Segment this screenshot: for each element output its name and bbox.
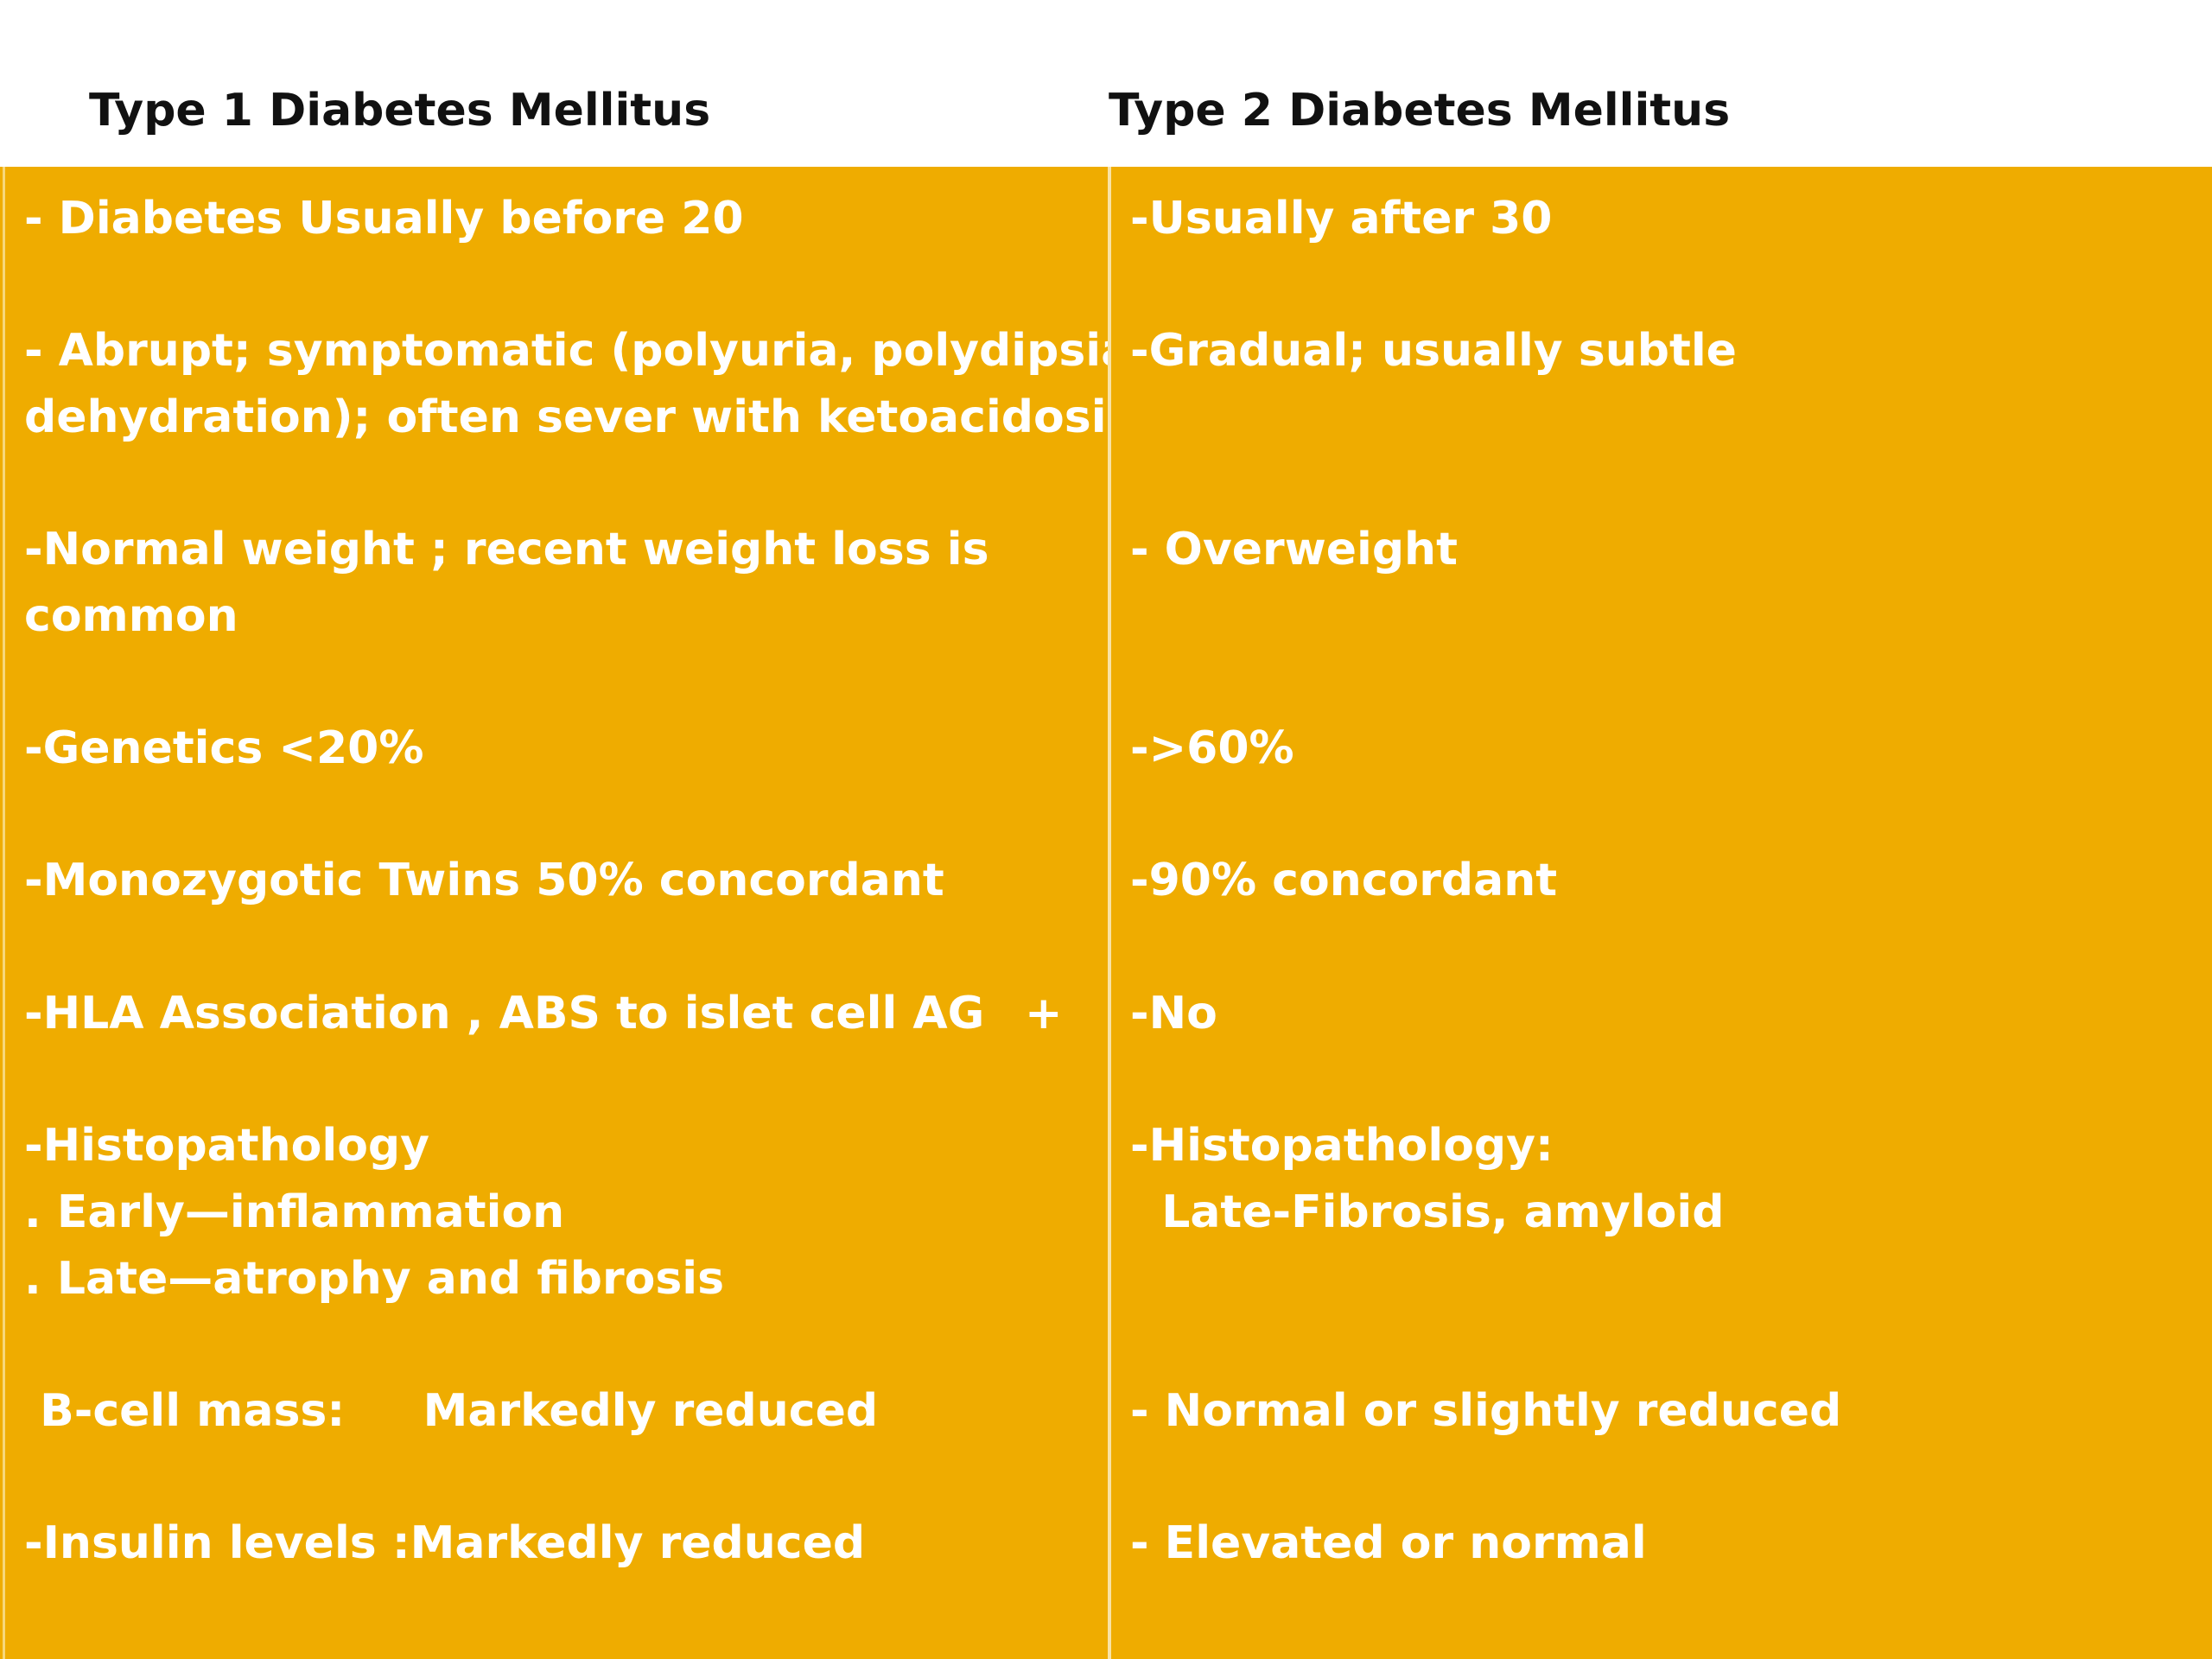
type1-bcell-mass: B-cell mass: Markedly reduced	[24, 1385, 879, 1437]
type1-hla: -HLA Association , ABS to islet cell AG	[24, 988, 985, 1039]
type2-heading: Type 2 Diabetes Mellitus	[1109, 85, 1731, 137]
type2-twins: -90% concordant	[1130, 855, 1558, 906]
type1-twins: -Monozygotic Twins 50% concordant	[24, 855, 944, 906]
comparison-table: - Diabetes Usually before 20 - Abrupt; s…	[0, 167, 2212, 1659]
type2-column: -Usually after 30 -Gradual; usually subt…	[1108, 167, 2212, 1659]
type1-body-weight: -Normal weight ; recent weight loss is c…	[24, 524, 989, 642]
type1-insulin-levels: -Insulin levels :Markedly reduced	[24, 1517, 866, 1569]
type1-heading: Type 1 Diabetes Mellitus	[89, 85, 711, 137]
type2-hla: -No	[1130, 988, 1217, 1039]
type2-onset-type: -Gradual; usually subtle	[1130, 325, 1737, 377]
type2-bcell-mass: - Normal or slightly reduced	[1130, 1385, 1842, 1437]
type1-onset-age: - Diabetes Usually before 20	[24, 193, 744, 245]
type2-body-weight: - Overweight	[1130, 524, 1458, 575]
table-header: Type 1 Diabetes Mellitus Type 2 Diabetes…	[0, 0, 2212, 167]
type2-insulin-levels: - Elevated or normal	[1130, 1517, 1647, 1569]
type1-onset-type: - Abrupt; symptomatic (polyuria, polydip…	[24, 325, 1148, 443]
type2-genetics: ->60%	[1130, 722, 1294, 774]
type1-genetics: -Genetics <20%	[24, 722, 424, 774]
type2-onset-age: -Usually after 30	[1130, 193, 1553, 245]
type1-hla-plus: +	[1025, 988, 1063, 1039]
type2-histopathology: -Histopathology: Late-Fibrosis, amyloid	[1130, 1120, 1725, 1238]
type1-column: - Diabetes Usually before 20 - Abrupt; s…	[3, 167, 1148, 1659]
type1-histopathology: -Histopathology . Early—inflammation . L…	[24, 1120, 725, 1305]
